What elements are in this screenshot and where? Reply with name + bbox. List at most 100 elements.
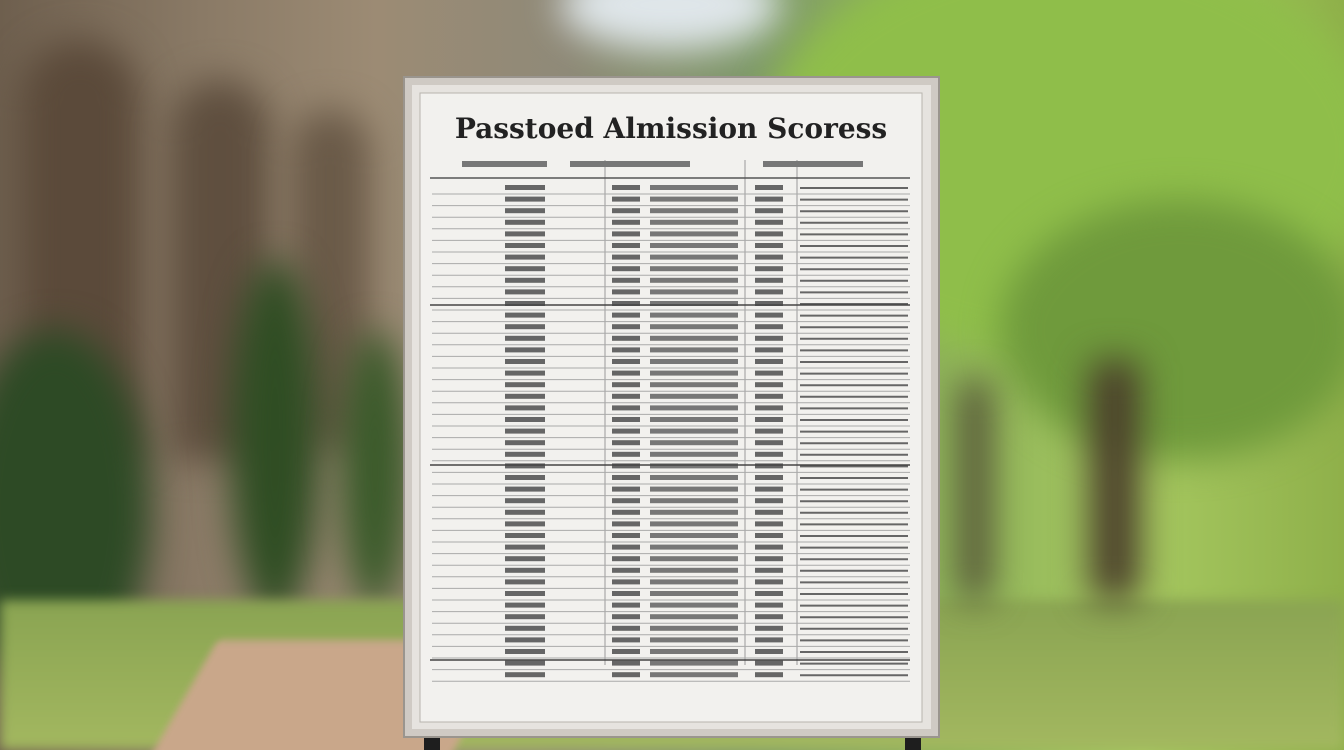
cell-text bbox=[612, 324, 640, 330]
cell-text bbox=[755, 370, 783, 376]
cell-text bbox=[505, 567, 545, 573]
cell-text bbox=[505, 243, 545, 248]
cell-text bbox=[505, 463, 545, 469]
cell-text bbox=[612, 347, 640, 353]
cell-text bbox=[755, 243, 783, 248]
cell-text bbox=[650, 579, 738, 585]
cell-text bbox=[612, 625, 640, 631]
cell-text bbox=[650, 637, 738, 643]
cell-text bbox=[755, 475, 783, 480]
cell-text bbox=[755, 254, 783, 260]
cell-text bbox=[612, 579, 640, 585]
cell-text bbox=[650, 243, 738, 248]
cell-text bbox=[755, 301, 783, 306]
cell-text bbox=[650, 266, 738, 272]
cell-text bbox=[612, 393, 640, 399]
cell-text bbox=[505, 231, 545, 237]
cell-text bbox=[505, 509, 545, 515]
cell-text bbox=[505, 428, 545, 434]
cell-text bbox=[755, 579, 783, 585]
cell-text bbox=[650, 672, 738, 678]
cell-text bbox=[650, 463, 738, 469]
cell-text bbox=[505, 196, 545, 202]
hedge bbox=[230, 260, 320, 620]
cell-text bbox=[755, 567, 783, 573]
cell-text bbox=[650, 301, 738, 306]
cell-text bbox=[755, 451, 783, 457]
cell-text bbox=[755, 521, 783, 527]
cell-text bbox=[755, 277, 783, 283]
cell-text bbox=[505, 591, 545, 596]
cell-text bbox=[612, 567, 640, 573]
cell-text bbox=[650, 544, 738, 550]
cell-text bbox=[650, 277, 738, 283]
cell-text bbox=[755, 660, 783, 666]
cell-text bbox=[505, 277, 545, 283]
cell-text bbox=[612, 556, 640, 562]
cell-text bbox=[755, 382, 783, 388]
cell-text bbox=[650, 660, 738, 666]
cell-text bbox=[505, 614, 545, 620]
cell-text bbox=[650, 370, 738, 376]
cell-text bbox=[755, 498, 783, 504]
cell-text bbox=[755, 625, 783, 631]
cell-text bbox=[612, 301, 640, 306]
header-text bbox=[570, 161, 690, 167]
cell-text bbox=[650, 208, 738, 214]
cell-text bbox=[755, 196, 783, 202]
cell-text bbox=[650, 359, 738, 364]
cell-text bbox=[612, 509, 640, 515]
cell-text bbox=[612, 312, 640, 318]
cell-text bbox=[612, 266, 640, 272]
cell-text bbox=[612, 440, 640, 446]
cell-text bbox=[755, 231, 783, 237]
cell-text bbox=[612, 602, 640, 608]
cell-text bbox=[650, 475, 738, 480]
cell-text bbox=[612, 243, 640, 248]
cell-text bbox=[505, 451, 545, 457]
cell-text bbox=[650, 347, 738, 353]
cell-text bbox=[505, 219, 545, 225]
header-text bbox=[462, 161, 547, 167]
cell-text bbox=[612, 544, 640, 550]
cell-text bbox=[650, 196, 738, 202]
cell-text bbox=[755, 486, 783, 492]
cell-text bbox=[612, 185, 640, 190]
cell-text bbox=[755, 602, 783, 608]
cell-text bbox=[505, 208, 545, 214]
cell-text bbox=[755, 347, 783, 353]
cell-text bbox=[755, 649, 783, 654]
cell-text bbox=[650, 428, 738, 434]
cell-text bbox=[612, 428, 640, 434]
cell-text bbox=[650, 254, 738, 260]
cell-text bbox=[612, 637, 640, 643]
cell-text bbox=[612, 370, 640, 376]
cell-text bbox=[650, 405, 738, 411]
cell-text bbox=[650, 498, 738, 504]
cell-text bbox=[612, 475, 640, 480]
cell-text bbox=[612, 521, 640, 527]
cell-text bbox=[650, 382, 738, 388]
cell-text bbox=[505, 440, 545, 446]
cell-text bbox=[612, 335, 640, 341]
cell-text bbox=[650, 521, 738, 527]
cell-text bbox=[612, 196, 640, 202]
cell-text bbox=[755, 324, 783, 330]
cell-text bbox=[650, 533, 738, 538]
cell-text bbox=[505, 324, 545, 330]
cell-text bbox=[505, 405, 545, 411]
cell-text bbox=[650, 556, 738, 562]
cell-text bbox=[612, 405, 640, 411]
cell-text bbox=[612, 417, 640, 422]
cell-text bbox=[650, 625, 738, 631]
cell-text bbox=[505, 254, 545, 260]
cell-text bbox=[755, 417, 783, 422]
cell-text bbox=[755, 637, 783, 643]
cell-text bbox=[650, 649, 738, 654]
cell-text bbox=[505, 185, 545, 190]
cell-text bbox=[650, 417, 738, 422]
cell-text bbox=[650, 591, 738, 596]
cell-text bbox=[612, 451, 640, 457]
cell-text bbox=[505, 417, 545, 422]
